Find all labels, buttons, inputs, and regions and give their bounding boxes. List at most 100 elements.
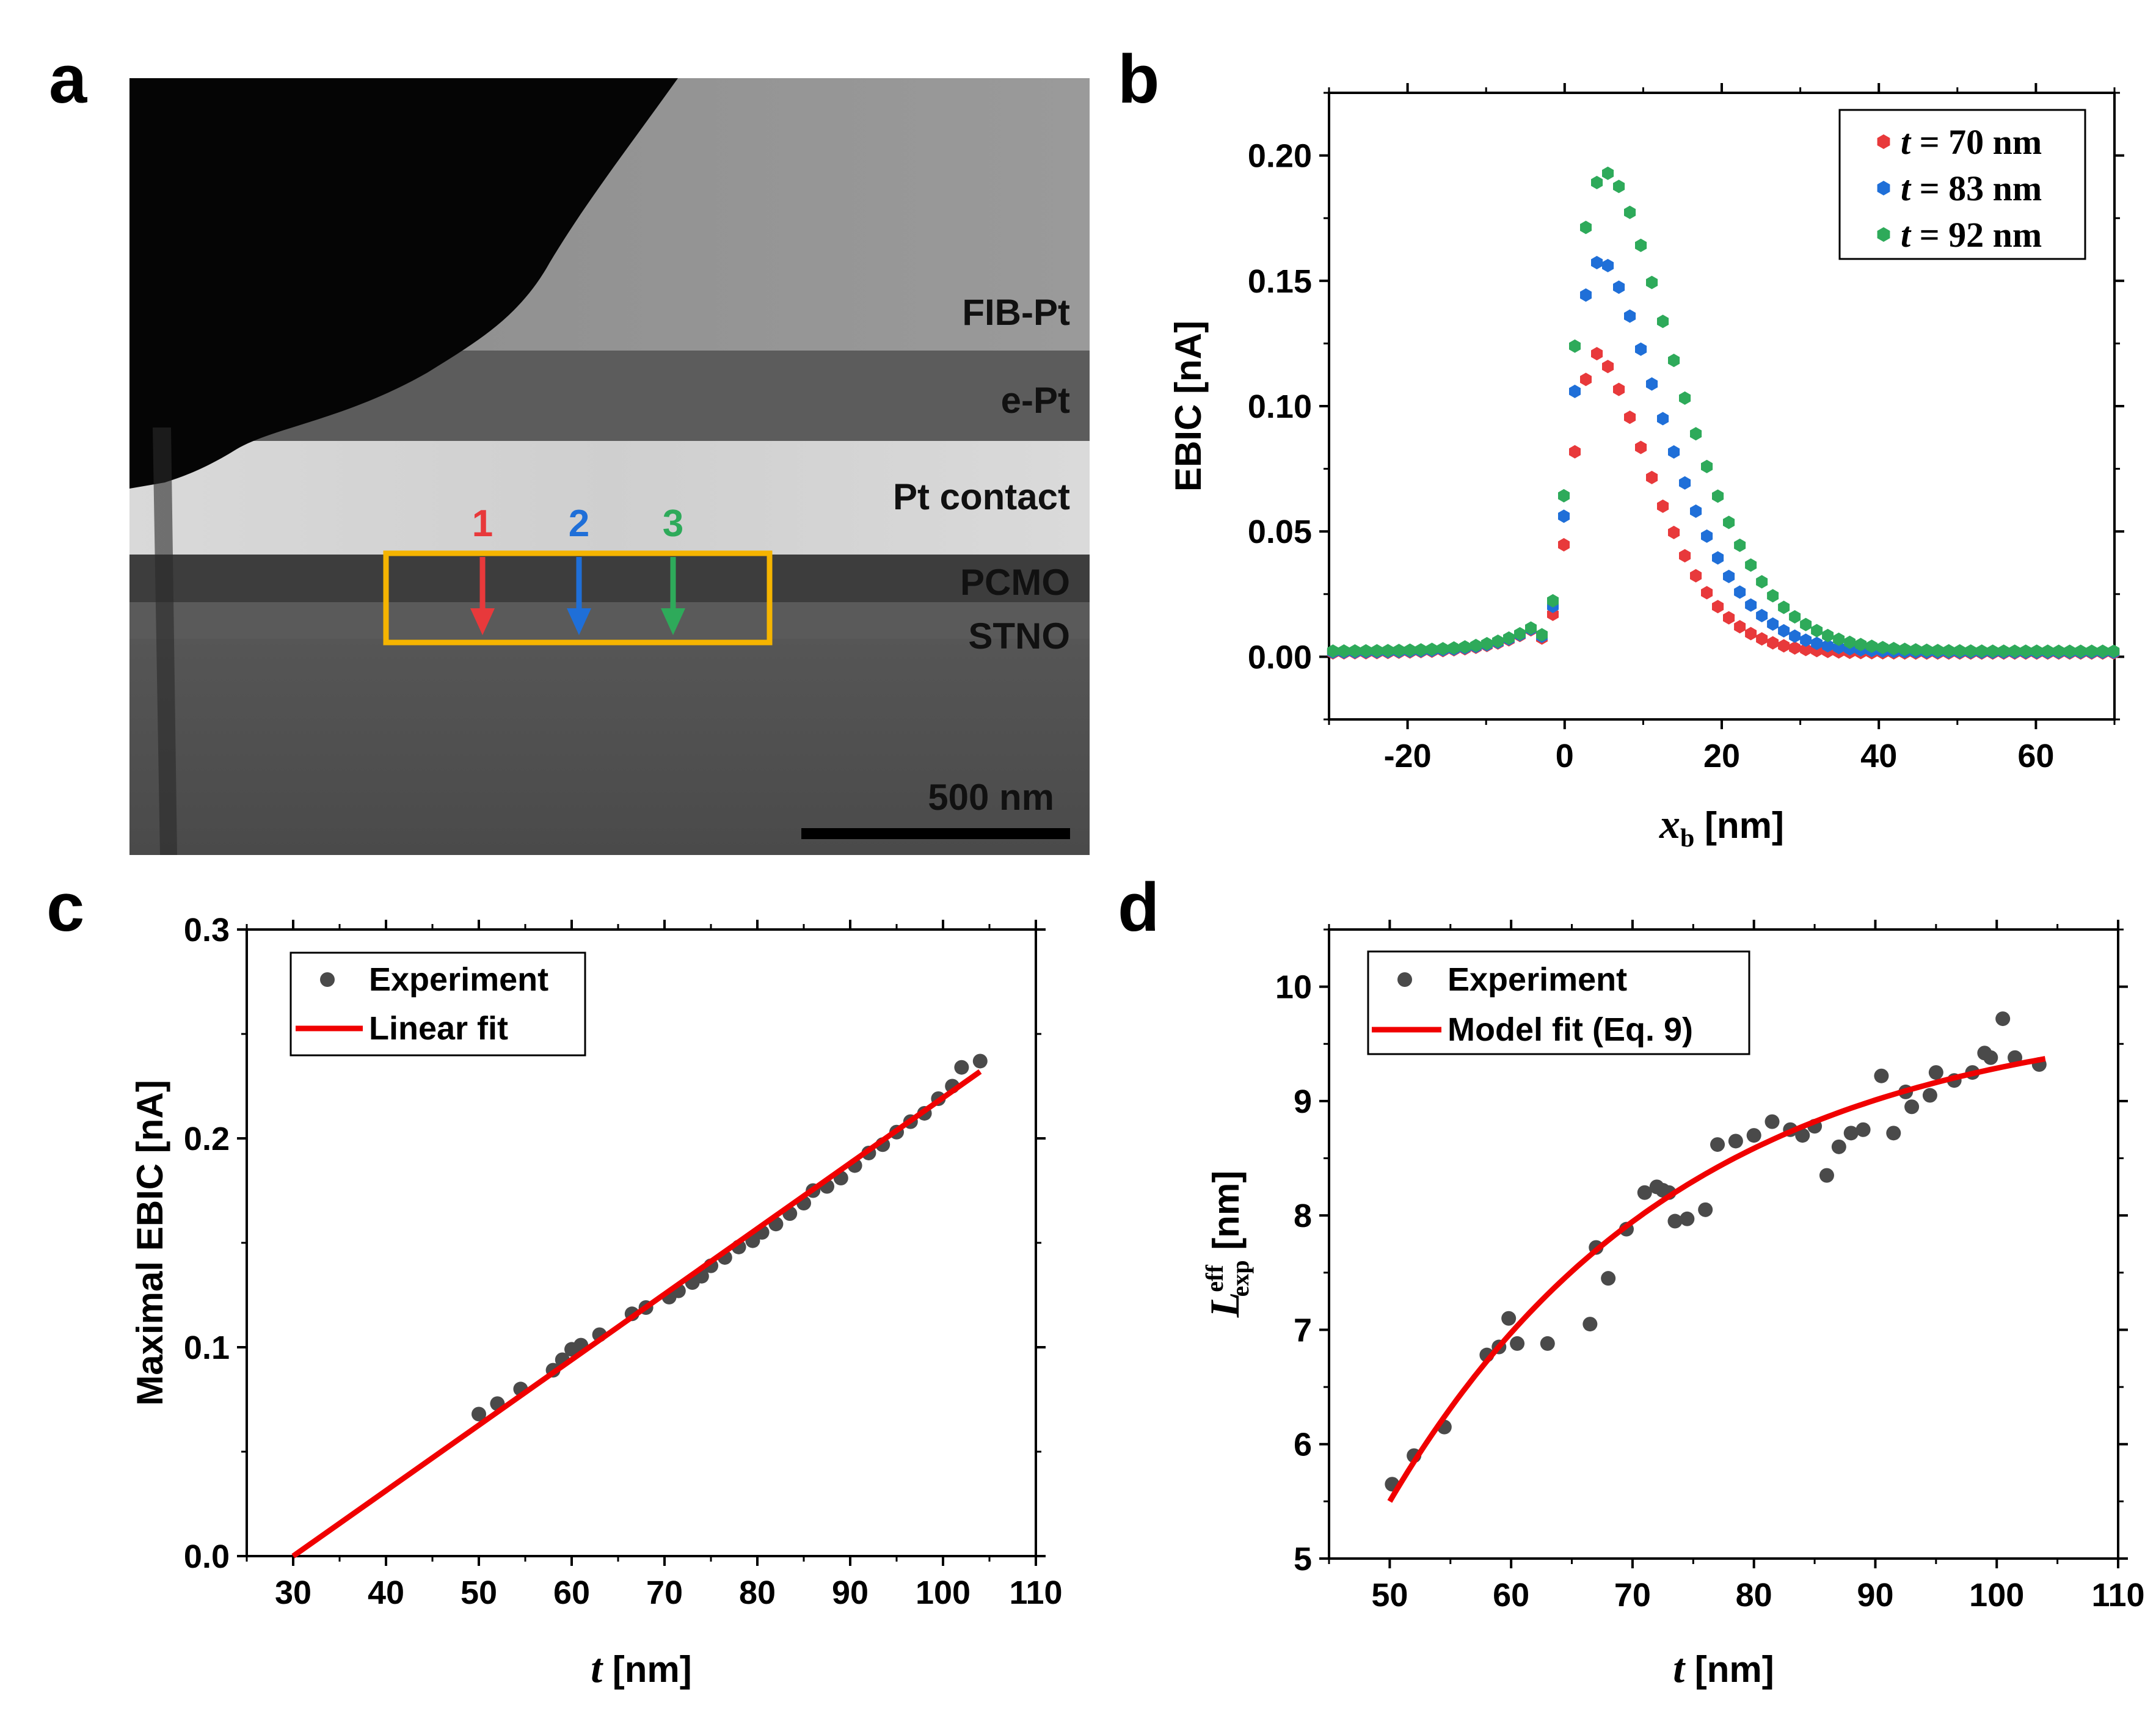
- y-axis-sup: eff: [1201, 1265, 1228, 1292]
- x-tick-label: 70: [1614, 1577, 1651, 1614]
- data-point: [1921, 643, 1933, 657]
- x-axis-var: t: [1673, 1645, 1686, 1691]
- data-point: [2086, 644, 2098, 658]
- data-point: [1995, 1011, 2011, 1027]
- experiment-series: [472, 1053, 988, 1422]
- data-point: [1756, 575, 1768, 589]
- data-point: [1371, 644, 1383, 658]
- data-point: [1764, 1114, 1780, 1129]
- data-point: [1856, 1122, 1871, 1137]
- data-point: [1778, 639, 1790, 653]
- data-point: [1393, 644, 1405, 658]
- y-axis-sub: exp: [1226, 1260, 1254, 1297]
- data-point: [1580, 373, 1592, 387]
- data-point: [1613, 280, 1625, 294]
- data-point: [1679, 391, 1691, 405]
- y-tick-label: 0.20: [1248, 138, 1312, 175]
- data-point: [1591, 347, 1603, 361]
- panel-letter-b: b: [1118, 41, 1159, 117]
- data-point: [1514, 627, 1526, 641]
- y-tick-label: 9: [1294, 1083, 1312, 1120]
- fit-curve: [1387, 1056, 2046, 1503]
- data-point: [1415, 643, 1427, 657]
- data-point: [1712, 600, 1724, 614]
- legend: t = 70 nmt = 83 nmt = 92 nm: [1838, 109, 2086, 260]
- data-point: [1922, 1088, 1937, 1103]
- y-axis-label: EBIC [nA]: [1168, 321, 1209, 492]
- data-point: [1756, 609, 1768, 622]
- data-point: [1680, 1211, 1695, 1226]
- data-point: [1569, 339, 1581, 353]
- data-point: [1987, 644, 1999, 658]
- arrow-shaft-1: [479, 557, 486, 611]
- data-point: [2031, 644, 2043, 658]
- data-point: [1822, 628, 1834, 642]
- data-point: [1998, 644, 2010, 658]
- data-point: [1547, 594, 1559, 608]
- data-point: [1904, 1099, 1920, 1115]
- x-tick-label: 110: [2091, 1577, 2144, 1614]
- arrow-label-1: 1: [472, 503, 493, 545]
- data-point: [2020, 644, 2032, 658]
- legend-box: [290, 951, 586, 1057]
- data-point: [1965, 644, 1977, 658]
- y-tick-label: 0.05: [1248, 514, 1312, 550]
- data-point: [1558, 489, 1570, 503]
- data-point: [1831, 1139, 1846, 1154]
- data-point: [1745, 627, 1757, 641]
- y-tick-label: 7: [1294, 1312, 1312, 1348]
- x-tick-label: 100: [916, 1574, 971, 1611]
- legend-marker-3: [1877, 227, 1890, 242]
- data-point: [1734, 585, 1746, 599]
- panel-letter-d: d: [1118, 869, 1159, 945]
- data-point: [1690, 427, 1702, 441]
- x-tick-label: 60: [553, 1574, 590, 1611]
- data-point: [1360, 644, 1372, 658]
- experiment-series: [1385, 1011, 2047, 1492]
- data-point: [1613, 382, 1625, 396]
- legend-var: t: [1901, 215, 1912, 255]
- x-tick-label: 100: [1969, 1577, 2024, 1614]
- data-point: [1811, 624, 1823, 638]
- x-tick-label: 50: [1371, 1577, 1408, 1614]
- data-point: [1723, 611, 1735, 625]
- void-region: [129, 78, 678, 489]
- legend-label-fit: Model fit (Eq. 9): [1448, 1011, 1693, 1048]
- x-axis-var: t: [591, 1645, 603, 1691]
- y-axis-var: L: [1201, 1292, 1248, 1319]
- data-point: [972, 1053, 988, 1069]
- data-point: [1888, 642, 1900, 655]
- legend-marker-experiment: [320, 972, 335, 987]
- x-tick-label: 60: [1493, 1577, 1529, 1614]
- data-point: [1701, 529, 1713, 543]
- y-axis-label: Maximal EBIC [nA]: [129, 1080, 170, 1405]
- data-point: [1899, 642, 1911, 657]
- data-point: [1580, 220, 1592, 235]
- data-point: [1833, 632, 1845, 646]
- data-point: [1437, 642, 1449, 656]
- data-point: [1510, 1336, 1525, 1351]
- x-tick-label: 40: [1860, 738, 1897, 774]
- data-point: [1470, 639, 1482, 652]
- data-point: [1459, 640, 1471, 654]
- data-point: [1657, 499, 1669, 513]
- data-point: [1426, 642, 1438, 657]
- data-point: [1789, 610, 1801, 624]
- arrow-shaft-3: [670, 557, 676, 611]
- data-point: [1591, 256, 1603, 269]
- data-point: [1613, 180, 1625, 194]
- arrow-label-3: 3: [663, 503, 683, 545]
- data-point: [2053, 644, 2065, 658]
- data-point: [1767, 589, 1779, 603]
- data-point: [1943, 644, 1955, 658]
- plot-frame: [1328, 928, 2119, 1560]
- data-point: [1734, 538, 1746, 552]
- data-point: [1844, 635, 1856, 649]
- data-point: [1481, 637, 1493, 650]
- data-point: [1492, 635, 1504, 648]
- data-point: [1525, 621, 1537, 635]
- legend: Experiment Linear fit: [290, 951, 586, 1057]
